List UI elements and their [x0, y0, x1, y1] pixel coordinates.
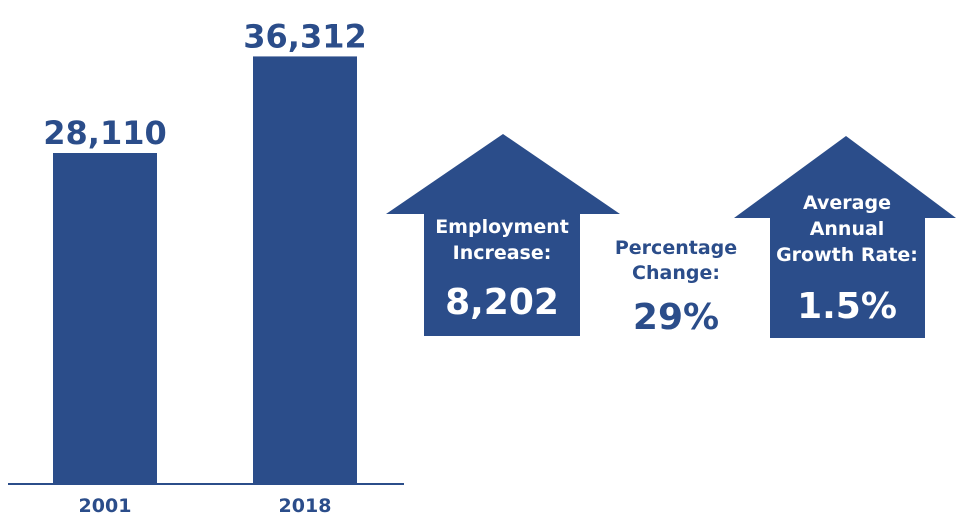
employment-increase-label-line1: Employment — [435, 216, 569, 238]
percentage-change-value: 29% — [633, 297, 719, 338]
average-annual-growth-label-line2: Annual — [810, 218, 885, 240]
percentage-change-callout: Percentage Change: 29% — [615, 237, 737, 338]
percentage-change-label-line1: Percentage — [615, 237, 737, 259]
bars-layer: 28,110 2001 36,312 2018 — [43, 17, 366, 517]
up-arrow-icon — [734, 136, 956, 338]
average-annual-growth-label-line1: Average — [803, 192, 891, 214]
bar-value-label-2018: 36,312 — [243, 17, 366, 55]
employment-increase-label-line2: Increase: — [453, 242, 552, 264]
up-arrow-icon — [386, 134, 620, 336]
employment-increase-value: 8,202 — [445, 282, 559, 323]
average-annual-growth-label-line3: Growth Rate: — [776, 244, 918, 266]
x-tick-label-2018: 2018 — [279, 495, 332, 517]
percentage-change-label-line2: Change: — [632, 262, 720, 284]
average-annual-growth-callout: Average Annual Growth Rate: 1.5% — [734, 136, 956, 338]
employment-increase-callout: Employment Increase: 8,202 — [386, 134, 620, 336]
average-annual-growth-value: 1.5% — [797, 286, 897, 327]
x-tick-label-2001: 2001 — [79, 495, 132, 517]
bar-value-label-2001: 28,110 — [43, 114, 166, 152]
bar-2001 — [53, 153, 157, 484]
bar-2018 — [253, 56, 357, 484]
